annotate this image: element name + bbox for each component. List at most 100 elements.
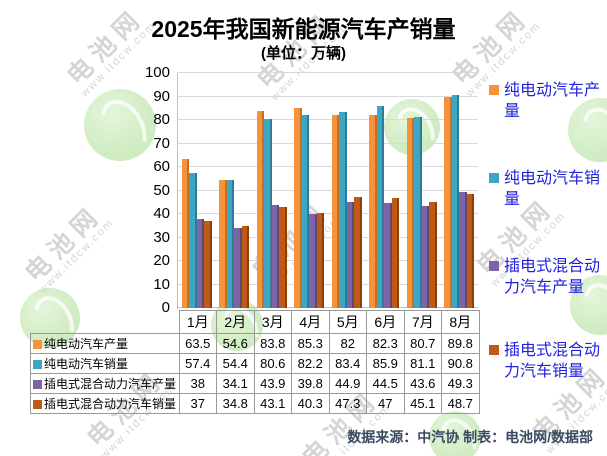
table-cell: 37 xyxy=(178,393,217,414)
table-row-label: 纯电动汽车产量 xyxy=(30,333,180,354)
table-cell: 47.3 xyxy=(328,393,367,414)
gridline xyxy=(178,283,478,285)
table-header-cell: 2月 xyxy=(216,310,255,334)
table-cell: 34.1 xyxy=(216,373,255,394)
table-cell: 54.6 xyxy=(216,333,255,354)
table-cell: 89.8 xyxy=(441,333,480,354)
bar xyxy=(189,173,197,308)
table-cell: 38 xyxy=(178,373,217,394)
table-cell: 83.8 xyxy=(253,333,292,354)
y-axis-tick-label: 80 xyxy=(153,111,170,128)
legend-item: 纯电动汽车销量 xyxy=(489,168,601,210)
table-cell: 43.6 xyxy=(403,373,442,394)
bar xyxy=(376,106,385,308)
legend-color-swatch xyxy=(489,261,499,271)
bar xyxy=(429,202,437,308)
table-cell: 80.6 xyxy=(253,353,292,374)
bar xyxy=(391,197,400,308)
gridline xyxy=(178,213,478,214)
bar xyxy=(241,226,250,308)
gridline xyxy=(178,236,478,238)
bar xyxy=(301,114,310,308)
legend-key-icon xyxy=(33,380,42,389)
table-blank-cell xyxy=(31,311,180,334)
y-axis-tick-label: 40 xyxy=(153,205,170,222)
table-row: 插电式混合动力汽车销量 37 34.8 43.1 40.3 47.3 47 45.1 48.7 xyxy=(30,393,480,414)
table-cell: 34.8 xyxy=(216,393,255,414)
gridline xyxy=(178,142,478,144)
bar xyxy=(271,204,280,308)
gridline xyxy=(178,119,478,120)
table-cell: 90.8 xyxy=(441,353,480,374)
y-axis-tick-label: 20 xyxy=(153,252,170,269)
bar xyxy=(309,214,317,308)
gridline xyxy=(178,72,478,73)
gridline xyxy=(178,307,478,308)
table-row: 纯电动汽车销量 57.4 54.4 80.6 82.2 83.4 85.9 81.1 90.8 xyxy=(30,353,480,374)
y-axis-tick-label: 30 xyxy=(153,228,170,246)
table-cell: 44.5 xyxy=(366,373,405,394)
table-cell: 44.9 xyxy=(328,373,367,394)
bar xyxy=(414,117,422,308)
bar xyxy=(466,193,475,308)
table-cell: 82.3 xyxy=(366,333,405,354)
table-cell: 81.1 xyxy=(403,353,442,374)
y-axis-tick-label: 90 xyxy=(153,87,170,105)
legend-color-swatch xyxy=(489,345,499,355)
bar xyxy=(316,213,325,308)
table-row-label: 插电式混合动力汽车产量 xyxy=(30,373,180,394)
bar xyxy=(226,180,235,308)
table-cell: 45.1 xyxy=(403,393,442,414)
table-row-label: 纯电动汽车销量 xyxy=(30,353,180,374)
bar xyxy=(234,227,242,308)
chart-subtitle: (单位：万辆) xyxy=(261,45,346,62)
bar xyxy=(181,158,190,308)
y-axis-tick-label: 0 xyxy=(161,299,170,316)
table-row: 纯电动汽车产量 63.5 54.6 83.8 85.3 82 82.3 80.7 89.8 xyxy=(30,333,480,354)
table-cell: 57.4 xyxy=(178,353,217,374)
table-header-cell: 8月 xyxy=(441,310,480,334)
gridline xyxy=(178,189,478,191)
table-header-cell: 1月 xyxy=(178,310,217,334)
legend-key-icon xyxy=(33,360,42,369)
y-axis-tick-label: 10 xyxy=(153,275,170,293)
bar xyxy=(444,96,452,308)
table-cell: 85.9 xyxy=(366,353,405,374)
bar xyxy=(451,94,460,308)
legend-label: 插电式混合动力汽车销量 xyxy=(504,342,601,380)
chart-title: 2025年我国新能源汽车产销量 xyxy=(151,16,456,42)
table-cell: 54.4 xyxy=(216,353,255,374)
legend-key-icon xyxy=(33,400,42,409)
bar xyxy=(459,192,467,308)
source-note: 数据来源：中汽协 制表：电池网/数据部 xyxy=(347,429,593,445)
y-axis-tick-label: 60 xyxy=(153,158,170,175)
bar xyxy=(219,179,227,308)
bar xyxy=(294,107,302,308)
table-cell: 43.9 xyxy=(253,373,292,394)
table-cell: 48.7 xyxy=(441,393,480,414)
table-header-cell: 6月 xyxy=(366,310,405,334)
gridline xyxy=(178,260,478,261)
bar xyxy=(406,118,415,308)
legend-item: 纯电动汽车产量 xyxy=(489,80,601,122)
bar xyxy=(346,202,355,308)
table-cell: 47 xyxy=(366,393,405,414)
table-cell: 43.1 xyxy=(253,393,292,414)
table-cell: 82.2 xyxy=(291,353,330,374)
legend-label: 插电式混合动力汽车产量 xyxy=(504,258,601,296)
table-cell: 85.3 xyxy=(291,333,330,354)
table-row-label: 插电式混合动力汽车销量 xyxy=(30,393,180,414)
y-axis-tick-label: 70 xyxy=(153,134,170,152)
legend-color-swatch xyxy=(489,173,499,183)
bar xyxy=(354,196,362,308)
data-table: 1月 2月 3月 4月 5月 6月 7月 8月 纯电动汽车产量 63.5 54.6 83.8 85.3 8… xyxy=(30,310,480,414)
bar xyxy=(331,115,340,308)
bar xyxy=(256,111,265,308)
table-header-cell: 7月 xyxy=(403,310,442,334)
y-axis-tick-label: 50 xyxy=(153,181,170,199)
table-header-cell: 4月 xyxy=(291,310,330,334)
gridline xyxy=(178,166,478,167)
table-cell: 83.4 xyxy=(328,353,367,374)
table-cell: 39.8 xyxy=(291,373,330,394)
